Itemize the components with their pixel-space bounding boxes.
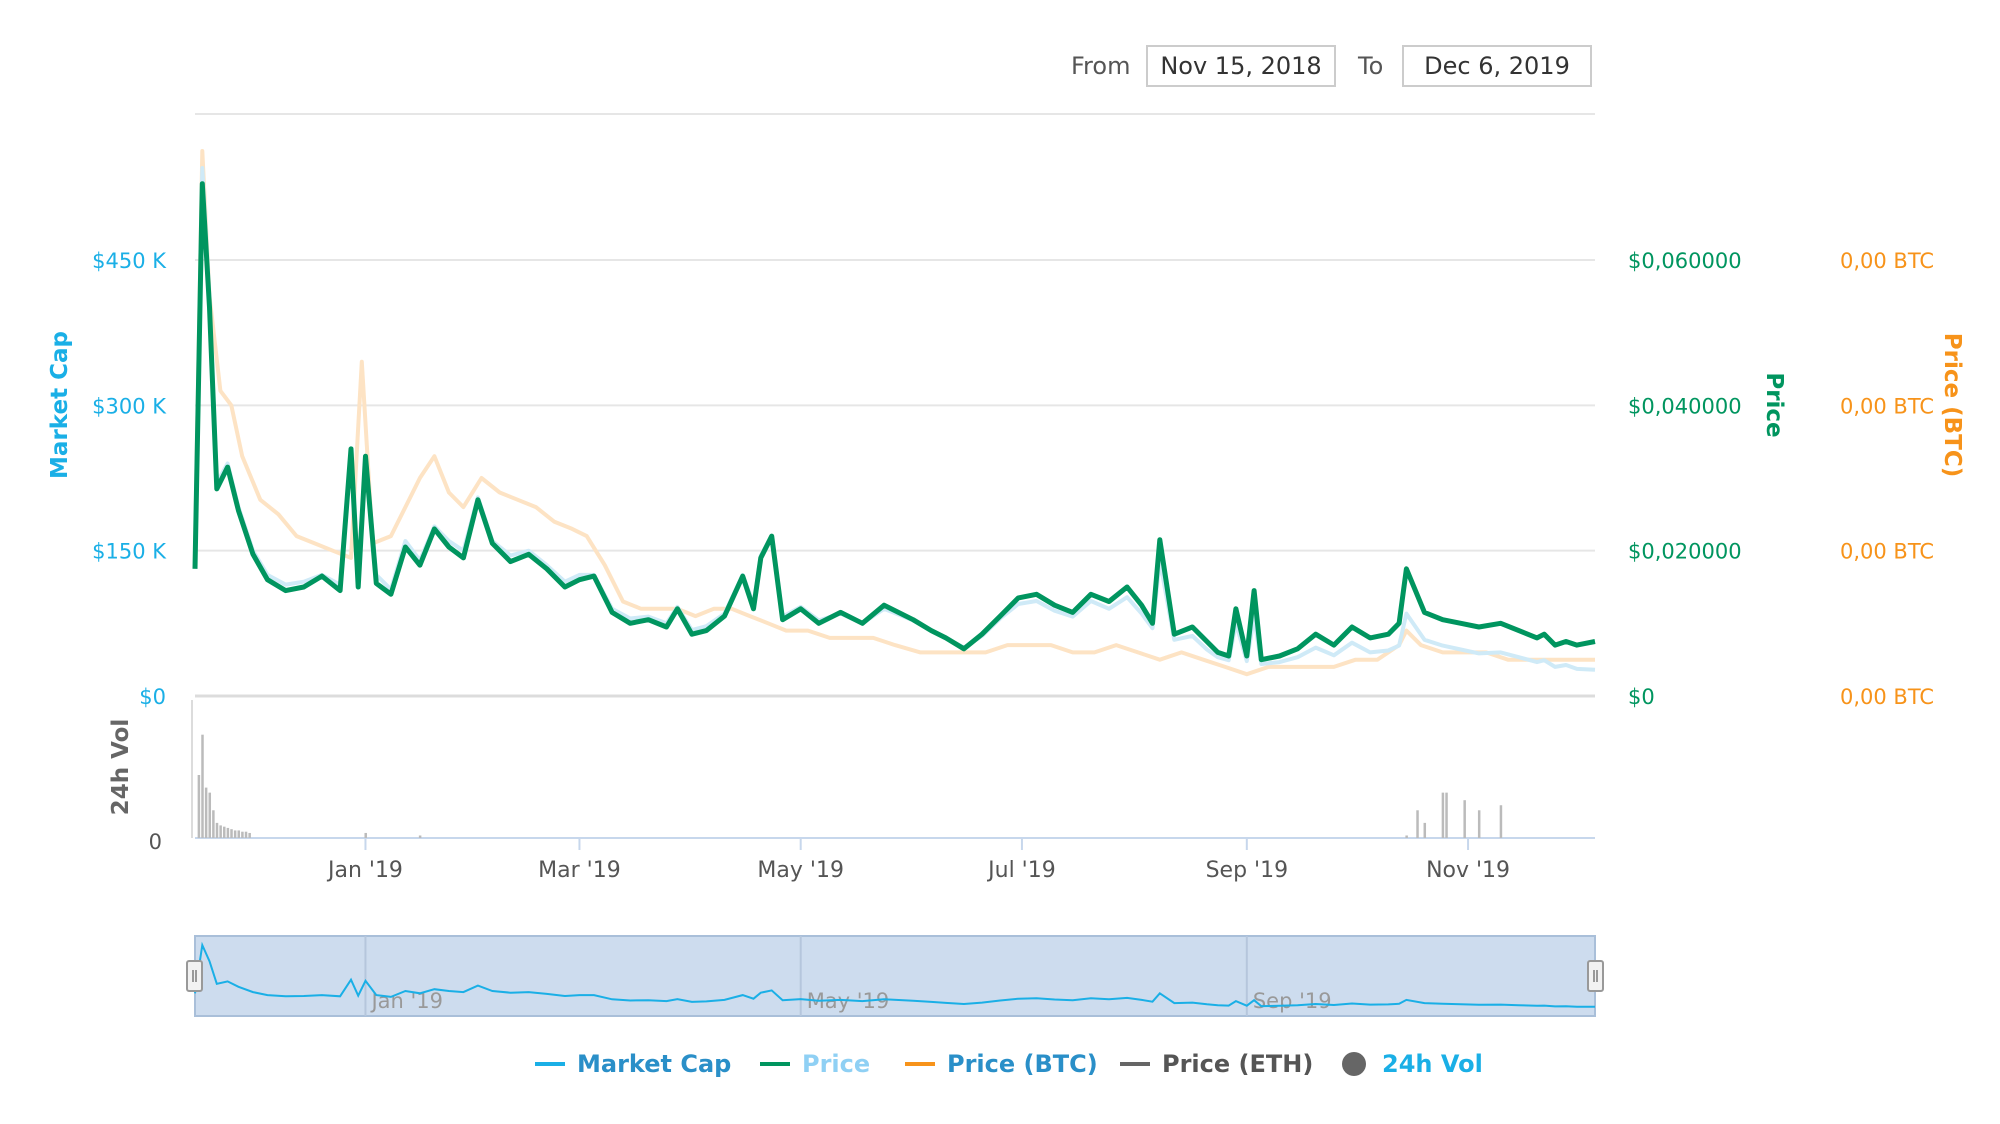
volume-bar — [223, 826, 226, 838]
left-axis: $0 $150 K $300 K $450 K — [92, 249, 167, 709]
btc-axis-tick-label: 0,00 BTC — [1840, 540, 1934, 564]
from-label: From — [1071, 52, 1131, 80]
volume-bar — [241, 831, 244, 838]
x-axis-tick-label: Jan '19 — [326, 858, 403, 883]
right-axis-btc: 0,00 BTC 0,00 BTC 0,00 BTC 0,00 BTC — [1840, 249, 1934, 709]
volume-bars — [197, 734, 1503, 838]
legend-label: Price — [802, 1050, 870, 1078]
volume-bar — [219, 825, 222, 838]
volume-bar — [1405, 835, 1408, 838]
legend-label: 24h Vol — [1382, 1050, 1483, 1078]
volume-bar — [197, 775, 201, 838]
right-axis-title-btc: Price (BTC) — [1939, 333, 1965, 477]
navigator-ticks: Jan '19 May '19 Sep '19 — [364, 936, 1332, 1016]
volume-axis-zero: 0 — [149, 830, 162, 854]
series-line-market-cap — [193, 166, 1596, 672]
legend-dot-icon — [1342, 1052, 1366, 1076]
volume-bar — [212, 810, 215, 838]
volume-bar — [230, 829, 233, 838]
legend-item[interactable]: 24h Vol — [1342, 1050, 1483, 1078]
legend-item[interactable]: Market Cap — [535, 1050, 731, 1078]
volume-bar — [1423, 822, 1427, 838]
x-axis-tick-label: Mar '19 — [538, 858, 621, 883]
x-axis: Jan '19 Mar '19 May '19 Jul '19 Sep '19 Nov '… — [326, 838, 1510, 883]
volume-bar — [244, 831, 248, 838]
left-axis-tick-label: $0 — [139, 685, 166, 709]
navigator-right-handle[interactable] — [1587, 960, 1604, 992]
volume-bar — [208, 792, 212, 838]
legend-item[interactable]: Price (BTC) — [905, 1050, 1098, 1078]
navigator-line — [194, 941, 1596, 1008]
volume-bar — [364, 832, 367, 838]
right-axis-tick-label: $0,020000 — [1628, 540, 1742, 564]
volume-bar — [1416, 810, 1419, 838]
right-axis-price: $0 $0,020000 $0,040000 $0,060000 — [1628, 249, 1742, 709]
volume-bar — [226, 827, 230, 838]
volume-bar — [1445, 792, 1448, 838]
volume-bar — [1477, 810, 1481, 838]
volume-bar — [233, 830, 237, 838]
right-axis-tick-label: $0 — [1628, 685, 1655, 709]
volume-bar — [201, 734, 204, 838]
left-axis-title: Market Cap — [47, 331, 73, 479]
series-line-price-btc — [193, 149, 1595, 677]
series-line-price — [192, 181, 1596, 663]
volume-bar — [248, 832, 251, 838]
from-date-input[interactable]: Nov 15, 2018 — [1146, 45, 1336, 87]
x-axis-tick-label: May '19 — [757, 858, 844, 883]
btc-axis-tick-label: 0,00 BTC — [1840, 685, 1934, 709]
legend-item[interactable]: Price — [760, 1050, 870, 1078]
series-group — [192, 149, 1596, 677]
to-date-input[interactable]: Dec 6, 2019 — [1402, 45, 1592, 87]
legend: Market Cap Price Price (BTC) Price (ETH) 24h… — [535, 1050, 1483, 1078]
navigator-tick-label: Jan '19 — [369, 989, 443, 1013]
legend-label: Price (BTC) — [947, 1050, 1098, 1078]
volume-bar — [215, 822, 219, 838]
navigator-track — [194, 935, 1596, 1017]
btc-axis-tick-label: 0,00 BTC — [1840, 249, 1934, 273]
navigator-tick-label: Sep '19 — [1253, 989, 1332, 1013]
left-axis-tick-label: $450 K — [92, 249, 167, 273]
right-axis-title-price: Price — [1761, 372, 1787, 437]
volume-bar — [237, 830, 241, 838]
left-axis-tick-label: $300 K — [92, 394, 167, 418]
legend-item[interactable]: Price (ETH) — [1120, 1050, 1313, 1078]
x-axis-tick-label: Jul '19 — [986, 858, 1056, 883]
x-axis-tick-label: Sep '19 — [1206, 858, 1289, 883]
volume-bar — [1499, 805, 1503, 838]
navigator-left-handle[interactable] — [186, 960, 203, 992]
legend-label: Price (ETH) — [1162, 1050, 1313, 1078]
right-axis-tick-label: $0,040000 — [1628, 394, 1742, 418]
x-axis-tick-label: Nov '19 — [1426, 858, 1510, 883]
volume-bar — [204, 787, 208, 838]
volume-bar — [418, 835, 422, 838]
from-date-value: Nov 15, 2018 — [1160, 52, 1322, 80]
navigator[interactable]: Jan '19 May '19 Sep '19 — [186, 935, 1604, 1017]
right-axis-tick-label: $0,060000 — [1628, 249, 1742, 273]
btc-axis-tick-label: 0,00 BTC — [1840, 394, 1934, 418]
legend-label: Market Cap — [577, 1050, 731, 1078]
left-axis-tick-label: $150 K — [92, 540, 167, 564]
volume-axis-title: 24h Vol — [108, 719, 134, 816]
volume-bar — [1441, 792, 1445, 838]
to-date-value: Dec 6, 2019 — [1424, 52, 1570, 80]
volume-bar — [1463, 800, 1466, 838]
to-label: To — [1358, 52, 1384, 80]
